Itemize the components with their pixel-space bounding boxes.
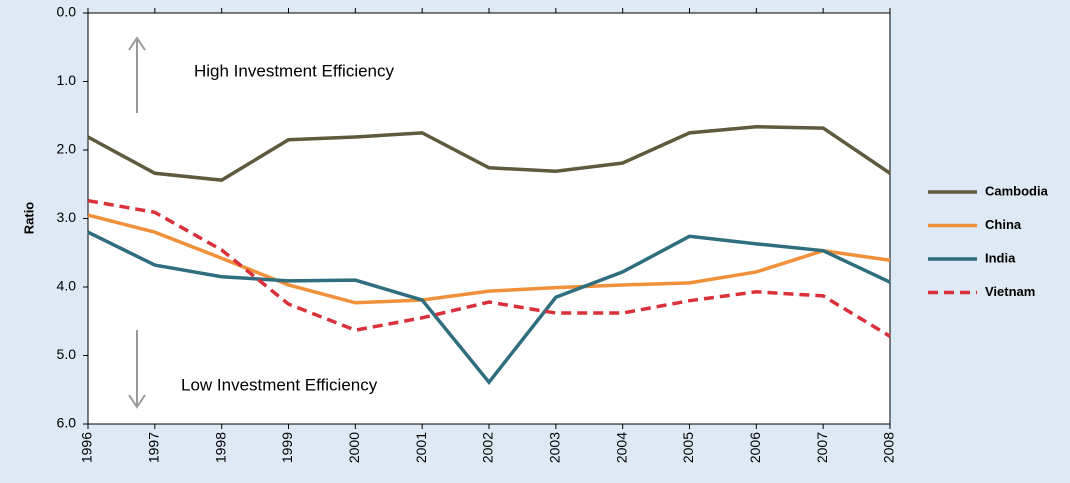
y-tick-label: 4.0 xyxy=(57,278,77,294)
x-tick-label: 1997 xyxy=(146,432,162,463)
y-tick-label: 5.0 xyxy=(57,346,77,362)
line-series xyxy=(87,230,891,386)
plot-area xyxy=(87,12,891,425)
x-tick-label: 2001 xyxy=(413,432,429,463)
x-tick-label: 2008 xyxy=(881,432,897,463)
legend-label: China xyxy=(985,217,1022,232)
x-tick-label: 2005 xyxy=(680,432,696,463)
x-tick-label: 2007 xyxy=(814,432,830,463)
x-tick-label: 2004 xyxy=(613,432,629,463)
x-tick-label: 2000 xyxy=(346,432,362,463)
annotation: Low Investment Efficiency xyxy=(181,375,378,394)
annotation: High Investment Efficiency xyxy=(194,61,394,80)
x-tick-label: 2006 xyxy=(747,432,763,463)
y-axis-label: Ratio xyxy=(21,202,36,235)
legend-label: Cambodia xyxy=(985,183,1049,198)
line-series xyxy=(87,213,891,305)
legend-label: India xyxy=(985,250,1016,265)
arrow-up xyxy=(128,36,146,113)
x-tick-label: 2002 xyxy=(480,432,496,463)
line-series xyxy=(87,198,891,338)
y-tick-label: 6.0 xyxy=(57,415,77,431)
x-tick-label: 1999 xyxy=(279,432,295,463)
x-tick-label: 1998 xyxy=(212,432,228,463)
legend-label: Vietnam xyxy=(985,284,1035,299)
line-series xyxy=(87,124,891,182)
arrow-down xyxy=(128,330,146,409)
y-tick-label: 3.0 xyxy=(57,209,77,225)
y-tick-label: 1.0 xyxy=(57,72,77,88)
x-tick-label: 2003 xyxy=(547,432,563,463)
y-tick-label: 2.0 xyxy=(57,141,77,157)
y-tick-label: 0.0 xyxy=(57,4,77,20)
x-tick-label: 1996 xyxy=(79,432,95,463)
